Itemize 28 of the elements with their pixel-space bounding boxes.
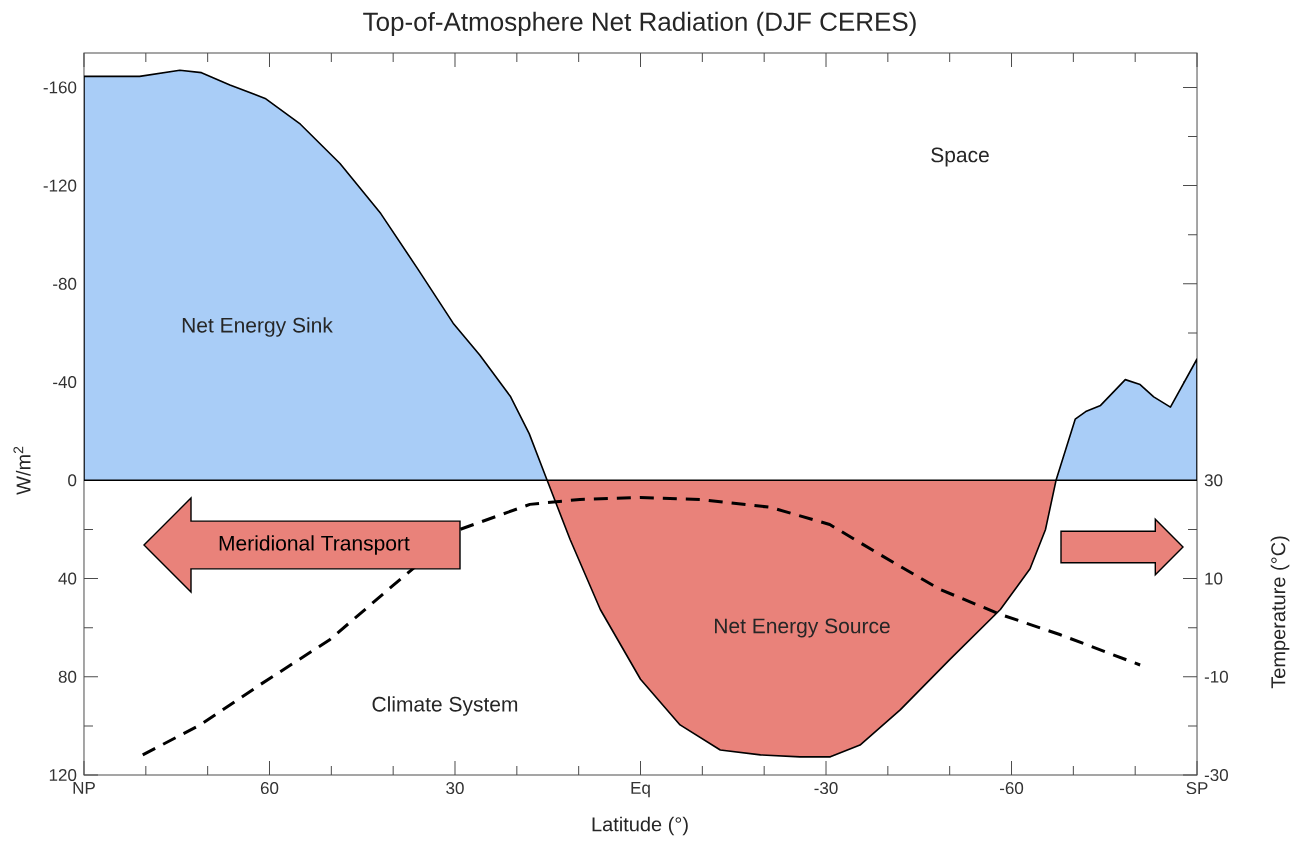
annotation: Climate System <box>372 696 518 716</box>
x-tick-label: -30 <box>814 782 838 795</box>
x-tick-label: SP <box>1186 782 1208 795</box>
annotation: Net Energy Source <box>715 618 890 638</box>
y-tick-label: 80 <box>58 670 77 683</box>
y-tick-label: 0 <box>68 474 77 487</box>
y-tick-label: -40 <box>53 376 77 389</box>
y2-tick-label: 30 <box>1204 474 1223 487</box>
annotation: Space <box>931 147 989 167</box>
y-axis-title: W/m$^{2}$ <box>13 446 31 495</box>
annotation: Meridional Transport <box>219 535 410 555</box>
y-tick-label: -160 <box>43 81 77 94</box>
x-tick-label: 30 <box>446 782 464 795</box>
x-tick-label: -60 <box>999 782 1024 795</box>
y-tick-label: 120 <box>49 769 77 782</box>
y-tick-label: -80 <box>53 277 77 290</box>
chart-title: Top-of-Atmosphere Net Radiation (DJF CERES) <box>363 11 916 37</box>
x-tick-label: Eq <box>631 782 650 798</box>
x-tick-label: 60 <box>260 782 279 795</box>
y-tick-label: 40 <box>58 572 77 585</box>
y2-axis-title: Temperature (°C) <box>1270 536 1290 689</box>
y-tick-label: -120 <box>43 179 77 192</box>
y2-tick-label: -10 <box>1204 670 1228 683</box>
y2-tick-label: 10 <box>1205 572 1223 585</box>
x-tick-label: NP <box>73 782 95 794</box>
annotation: Net Energy Sink <box>182 317 333 337</box>
y2-tick-label: -30 <box>1204 769 1228 782</box>
x-axis-title: Latitude (°) <box>592 816 688 836</box>
